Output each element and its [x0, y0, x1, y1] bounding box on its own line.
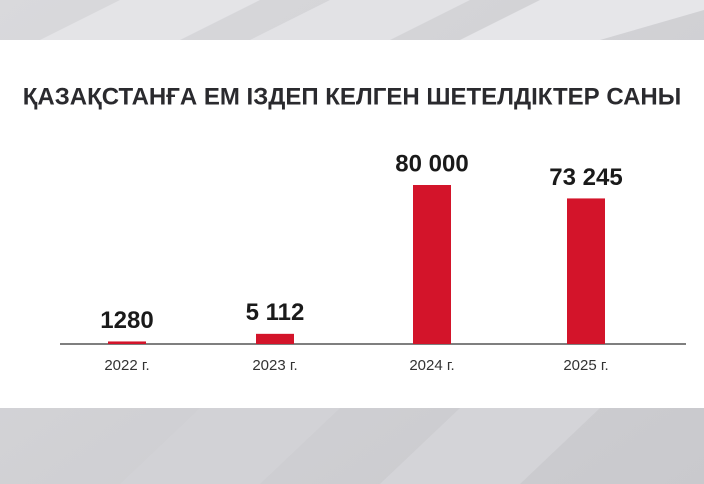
stripe: [380, 408, 600, 484]
value-label: 80 000: [395, 150, 468, 177]
stripe: [460, 0, 704, 40]
bar: [567, 198, 605, 344]
value-label: 5 112: [246, 299, 305, 326]
x-tick-label: 2025 г.: [563, 357, 608, 374]
stripe: [250, 0, 470, 40]
value-label: 73 245: [549, 164, 622, 191]
bar: [413, 185, 451, 344]
x-tick-label: 2023 г.: [252, 357, 297, 374]
value-label: 1280: [100, 307, 153, 334]
stripe: [120, 408, 340, 484]
x-tick-label: 2022 г.: [104, 357, 149, 374]
bar: [256, 333, 294, 344]
x-tick-label: 2024 г.: [409, 357, 454, 374]
chart-title: ҚАЗАҚСТАНҒА ЕМ ІЗДЕП КЕЛГЕН ШЕТЕЛДІКТЕР …: [23, 83, 682, 110]
stripe: [40, 0, 260, 40]
bar: [108, 341, 146, 344]
